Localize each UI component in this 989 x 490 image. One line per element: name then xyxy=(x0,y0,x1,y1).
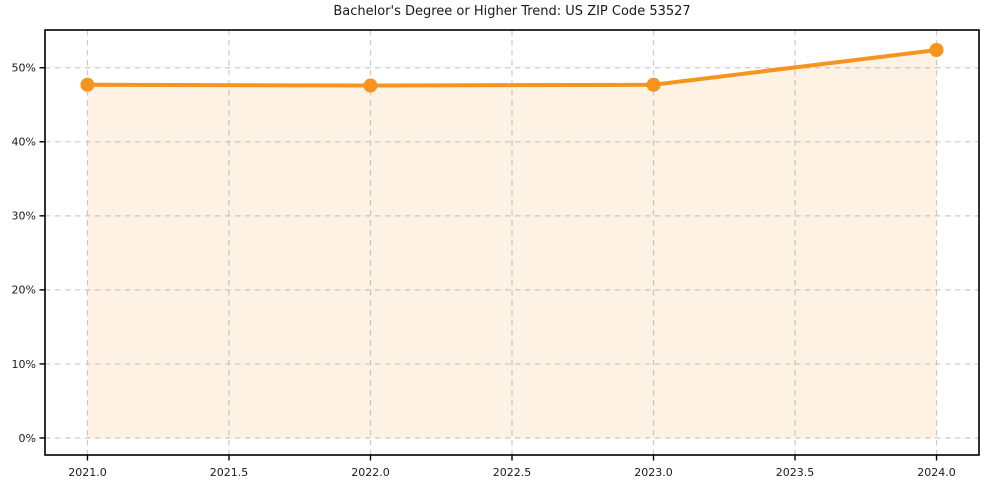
y-tick-label: 20% xyxy=(12,284,36,297)
y-tick-label: 10% xyxy=(12,358,36,371)
y-tick-label: 0% xyxy=(19,432,36,445)
data-point-marker xyxy=(80,77,95,92)
x-tick-label: 2023.5 xyxy=(776,466,815,479)
trend-line xyxy=(85,47,939,88)
data-point-marker xyxy=(363,78,378,93)
x-tick-label: 2022.5 xyxy=(493,466,532,479)
y-tick-label: 50% xyxy=(12,62,36,75)
x-tick-label: 2021.5 xyxy=(210,466,249,479)
x-tick-label: 2024.0 xyxy=(917,466,956,479)
x-tick-label: 2022.0 xyxy=(351,466,390,479)
area-fill xyxy=(87,49,937,438)
y-tick-label: 30% xyxy=(12,210,36,223)
x-tick-label: 2023.0 xyxy=(634,466,673,479)
y-tick-label: 40% xyxy=(12,136,36,149)
x-tick-label: 2021.0 xyxy=(68,466,107,479)
plot-border xyxy=(44,29,980,456)
data-point-marker xyxy=(929,42,944,57)
data-point-marker xyxy=(646,77,661,92)
chart-title: Bachelor's Degree or Higher Trend: US ZI… xyxy=(333,4,691,19)
